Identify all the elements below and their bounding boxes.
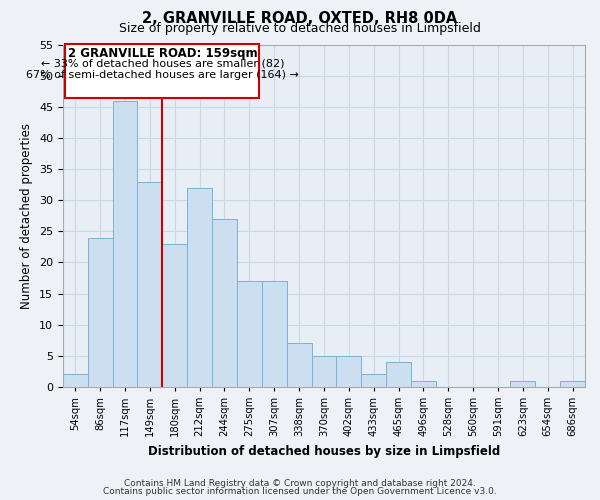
- FancyBboxPatch shape: [65, 44, 259, 98]
- Text: 67% of semi-detached houses are larger (164) →: 67% of semi-detached houses are larger (…: [26, 70, 299, 80]
- Bar: [337, 356, 361, 387]
- Bar: [511, 380, 535, 387]
- Text: Contains HM Land Registry data © Crown copyright and database right 2024.: Contains HM Land Registry data © Crown c…: [124, 478, 476, 488]
- Bar: [113, 101, 137, 387]
- Bar: [287, 344, 311, 387]
- Bar: [63, 374, 88, 387]
- Text: Contains public sector information licensed under the Open Government Licence v3: Contains public sector information licen…: [103, 487, 497, 496]
- Bar: [187, 188, 212, 387]
- Bar: [386, 362, 411, 387]
- Text: ← 33% of detached houses are smaller (82): ← 33% of detached houses are smaller (82…: [41, 58, 284, 68]
- X-axis label: Distribution of detached houses by size in Limpsfield: Distribution of detached houses by size …: [148, 444, 500, 458]
- Text: 2, GRANVILLE ROAD, OXTED, RH8 0DA: 2, GRANVILLE ROAD, OXTED, RH8 0DA: [142, 11, 458, 26]
- Bar: [411, 380, 436, 387]
- Bar: [560, 380, 585, 387]
- Bar: [88, 238, 113, 387]
- Bar: [237, 281, 262, 387]
- Bar: [212, 219, 237, 387]
- Text: Size of property relative to detached houses in Limpsfield: Size of property relative to detached ho…: [119, 22, 481, 35]
- Y-axis label: Number of detached properties: Number of detached properties: [20, 123, 34, 309]
- Bar: [262, 281, 287, 387]
- Bar: [361, 374, 386, 387]
- Text: 2 GRANVILLE ROAD: 159sqm: 2 GRANVILLE ROAD: 159sqm: [68, 47, 257, 60]
- Bar: [137, 182, 163, 387]
- Bar: [311, 356, 337, 387]
- Bar: [163, 244, 187, 387]
